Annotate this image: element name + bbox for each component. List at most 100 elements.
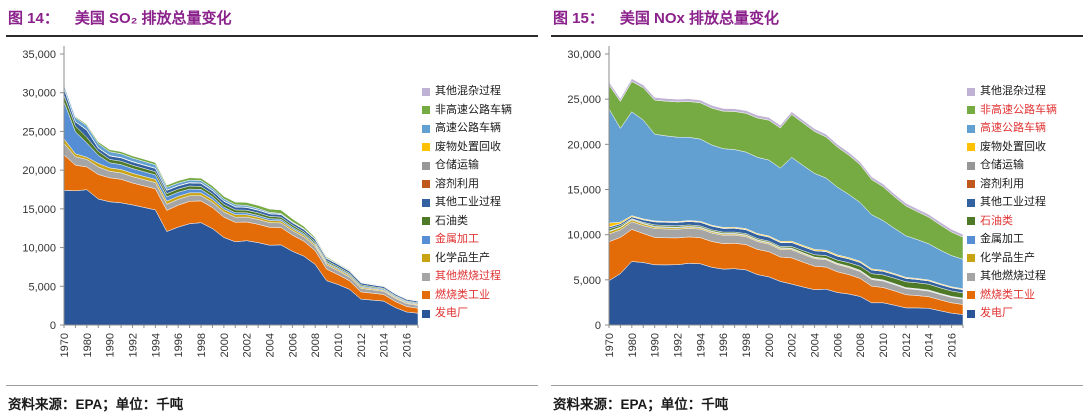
axes	[60, 46, 419, 328]
legend-item: 发电厂	[422, 307, 538, 320]
y-tick-label: 15,000	[567, 185, 601, 197]
legend-item: 高速公路车辆	[422, 122, 538, 135]
legend-label: 金属加工	[980, 233, 1024, 245]
legend-label: 非高速公路车辆	[980, 103, 1057, 116]
x-tick-label: 1990	[105, 333, 117, 357]
x-tick-label: 1998	[741, 333, 753, 357]
x-tick-label: 1998	[196, 333, 208, 357]
chart-area: 0 5,000 10,000 15,000 20,000 25,000 30,000 1970…	[551, 40, 1083, 384]
legend-item: 废物处置回收	[422, 141, 538, 154]
figure-panel-nox: 图 15： 美国 NOx 排放总量变化 0 5,000 10,000 15,000 20…	[551, 2, 1083, 413]
legend-label: 化学品生产	[980, 251, 1035, 264]
x-tick-label: 1996	[173, 333, 185, 357]
legend-swatch-icon	[967, 161, 975, 170]
x-tick-label: 1996	[718, 333, 730, 357]
y-tick-label: 20,000	[567, 139, 601, 151]
x-tick-label: 2010	[333, 333, 345, 357]
legend-item: 非高速公路车辆	[967, 103, 1083, 117]
x-tick-label: 1980	[627, 333, 639, 357]
figure-panel-so2: 图 14： 美国 SO₂ 排放总量变化 0 5,000 10,000 15,000 20…	[6, 2, 538, 413]
y-tick-label: 25,000	[22, 126, 56, 138]
x-tick-label: 2004	[810, 333, 822, 357]
x-tick-label: 2014	[379, 333, 391, 357]
x-tick-label: 2002	[242, 333, 254, 357]
legend-swatch-icon	[422, 124, 430, 133]
x-tick-label: 2000	[764, 333, 776, 357]
legend-item: 石油类	[967, 214, 1083, 228]
legend-label: 燃烧类工业	[435, 288, 490, 301]
figure-number: 图 14：	[8, 10, 59, 27]
legend-label: 其他工业过程	[435, 196, 501, 208]
legend-label: 仓储运输	[980, 159, 1024, 171]
legend-item: 金属加工	[422, 233, 538, 246]
figure-heading: 图 15： 美国 NOx 排放总量变化	[551, 2, 1083, 37]
source-note: 资料来源：EPA；单位：千吨	[6, 385, 538, 413]
legend-item: 仓储运输	[422, 159, 538, 172]
legend-label: 高速公路车辆	[980, 122, 1046, 134]
legend-label: 非高速公路车辆	[435, 103, 512, 116]
axis-labels: 0 5,000 10,000 15,000 20,000 25,000 30,000 35,0…	[22, 49, 413, 357]
legend-swatch-icon	[422, 291, 430, 300]
legend-label: 石油类	[980, 214, 1013, 227]
x-tick-label: 1970	[59, 333, 71, 357]
y-tick-label: 0	[50, 320, 56, 332]
x-tick-label: 1970	[604, 333, 616, 357]
legend-swatch-icon	[422, 161, 430, 170]
legend-item: 化学品生产	[967, 251, 1083, 265]
chart-area: 0 5,000 10,000 15,000 20,000 25,000 30,000 35,0…	[6, 40, 538, 384]
x-tick-label: 1994	[695, 333, 707, 357]
y-tick-label: 10,000	[22, 243, 56, 255]
legend-swatch-icon	[422, 272, 430, 281]
x-tick-label: 2014	[924, 333, 936, 357]
legend-label: 其他混杂过程	[435, 85, 501, 97]
so2-stacked-area-chart: 0 5,000 10,000 15,000 20,000 25,000 30,000 35,0…	[22, 46, 419, 357]
legend-swatch-icon	[422, 106, 430, 115]
x-tick-label: 1980	[82, 333, 94, 357]
y-tick-label: 25,000	[567, 94, 601, 106]
legend-swatch-icon	[967, 272, 975, 281]
legend-swatch-icon	[967, 87, 975, 96]
x-tick-label: 1992	[673, 333, 685, 357]
legend-item: 其他混杂过程	[967, 85, 1083, 98]
legend-item: 燃烧类工业	[967, 289, 1083, 302]
x-tick-label: 2010	[878, 333, 890, 357]
y-tick-label: 35,000	[22, 49, 56, 61]
legend-swatch-icon	[967, 143, 975, 152]
figure-title: 美国 NOx 排放总量变化	[619, 10, 780, 27]
legend-swatch-icon	[967, 180, 975, 189]
x-tick-label: 1994	[150, 333, 162, 357]
source-text: 资料来源：EPA；单位：千吨	[553, 397, 729, 412]
legend-swatch-icon	[422, 87, 430, 96]
legend-swatch-icon	[967, 309, 975, 318]
x-tick-label: 2016	[402, 333, 414, 357]
source-text: 资料来源：EPA；单位：千吨	[8, 397, 184, 412]
legend-swatch-icon	[422, 254, 430, 263]
legend-item: 其他混杂过程	[422, 85, 538, 98]
x-tick-label: 2000	[219, 333, 231, 357]
area-series-其他混杂过程	[63, 83, 419, 301]
legend-label: 石油类	[435, 214, 468, 227]
plot-areas	[63, 83, 419, 326]
chart-legend: 其他混杂过程 非高速公路车辆高速公路车辆 废物处置回收仓储运输溶剂利用其他工业过程石…	[422, 85, 538, 384]
x-tick-label: 2016	[947, 333, 959, 357]
legend-label: 溶剂利用	[435, 177, 479, 190]
legend-label: 仓储运输	[435, 159, 479, 171]
legend-label: 溶剂利用	[980, 177, 1024, 190]
legend-label: 其他燃烧过程	[435, 270, 501, 282]
legend-label: 其他工业过程	[980, 196, 1046, 208]
legend-item: 其他燃烧过程	[967, 270, 1083, 283]
legend-label: 废物处置回收	[980, 140, 1046, 153]
legend-item: 高速公路车辆	[967, 122, 1083, 135]
legend-swatch-icon	[422, 309, 430, 318]
legend-item: 溶剂利用	[422, 177, 538, 191]
legend-item: 非高速公路车辆	[422, 103, 538, 117]
area-series-其他混杂过程	[608, 78, 964, 238]
x-tick-label: 2006	[287, 333, 299, 357]
legend-item: 化学品生产	[422, 252, 538, 265]
y-tick-label: 30,000	[567, 49, 601, 61]
legend-swatch-icon	[422, 198, 430, 207]
legend-item: 溶剂利用	[967, 177, 1083, 191]
source-note: 资料来源：EPA；单位：千吨	[551, 385, 1083, 413]
x-tick-label: 2012	[356, 333, 368, 357]
